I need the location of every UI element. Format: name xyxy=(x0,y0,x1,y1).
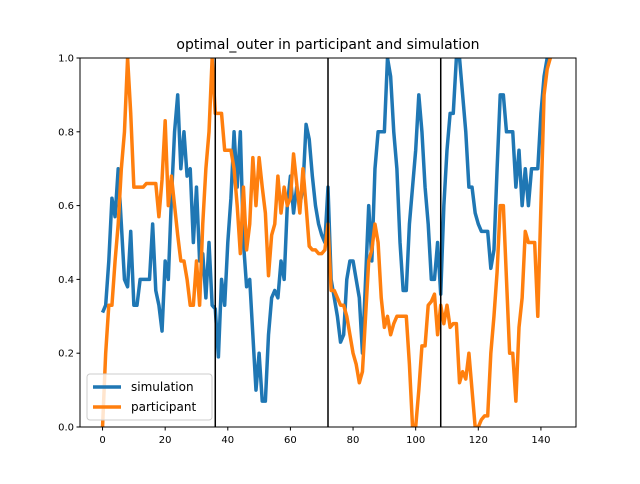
x-tick-label: 80 xyxy=(347,435,360,446)
series-line xyxy=(100,58,551,403)
x-tick-label: 20 xyxy=(159,435,172,446)
x-tick-label: 120 xyxy=(469,435,488,446)
x-tick-label: 140 xyxy=(531,435,550,446)
axes-frame xyxy=(79,57,577,428)
y-tick-label: 0.0 xyxy=(58,423,74,434)
y-tick-label: 1.0 xyxy=(58,54,74,65)
y-tick-label: 0.2 xyxy=(58,349,74,360)
series-line xyxy=(100,58,553,427)
plot-area xyxy=(100,58,553,427)
x-tick-label: 40 xyxy=(221,435,234,446)
y-tick-label: 0.8 xyxy=(58,127,74,138)
legend-label: participant xyxy=(131,400,196,414)
x-tick-label: 0 xyxy=(99,435,105,446)
y-tick-label: 0.6 xyxy=(58,201,74,212)
x-tick-label: 60 xyxy=(284,435,297,446)
y-tick-label: 0.4 xyxy=(58,275,74,286)
x-tick-label: 100 xyxy=(406,435,425,446)
legend-label: simulation xyxy=(131,380,194,394)
chart-title: optimal_outer in participant and simulat… xyxy=(176,37,479,53)
